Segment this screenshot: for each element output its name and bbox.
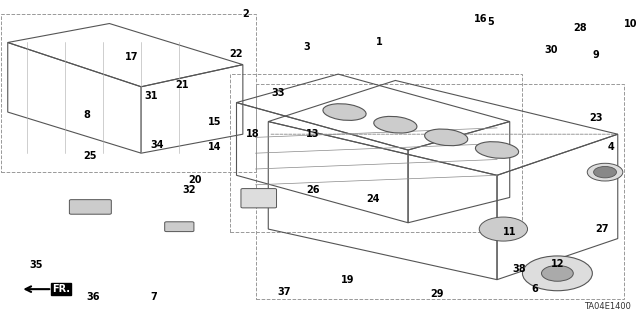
Text: 23: 23	[589, 113, 602, 123]
Circle shape	[479, 217, 527, 241]
Text: 2: 2	[243, 9, 250, 19]
Text: FR.: FR.	[52, 284, 70, 294]
Text: 4: 4	[608, 142, 615, 152]
Text: 30: 30	[544, 45, 558, 56]
Text: 17: 17	[125, 52, 138, 62]
Text: 21: 21	[176, 80, 189, 90]
Text: 26: 26	[306, 184, 319, 195]
Text: 29: 29	[430, 289, 444, 299]
Text: 6: 6	[532, 284, 538, 294]
Text: 24: 24	[366, 194, 380, 204]
Text: 3: 3	[303, 42, 310, 52]
Text: 15: 15	[207, 116, 221, 127]
Text: 11: 11	[503, 227, 516, 237]
Text: FR.: FR.	[52, 284, 70, 294]
Text: 16: 16	[474, 14, 488, 24]
Circle shape	[541, 265, 573, 281]
Ellipse shape	[374, 116, 417, 133]
Text: 14: 14	[207, 142, 221, 152]
Text: 12: 12	[550, 259, 564, 269]
Circle shape	[594, 167, 616, 178]
Text: 20: 20	[188, 175, 202, 185]
Circle shape	[588, 163, 623, 181]
Text: 7: 7	[150, 292, 157, 302]
Text: 9: 9	[592, 50, 599, 60]
Text: 19: 19	[341, 275, 355, 285]
FancyBboxPatch shape	[69, 200, 111, 214]
Text: 36: 36	[87, 292, 100, 302]
Text: 25: 25	[84, 151, 97, 161]
Text: 28: 28	[573, 23, 586, 33]
FancyBboxPatch shape	[164, 222, 194, 232]
Text: 34: 34	[150, 140, 164, 150]
Text: 31: 31	[144, 91, 157, 101]
Text: 22: 22	[230, 48, 243, 59]
Text: 27: 27	[595, 224, 609, 234]
Text: 5: 5	[487, 17, 494, 27]
Text: 8: 8	[84, 110, 91, 120]
Text: 32: 32	[182, 184, 196, 195]
FancyBboxPatch shape	[241, 189, 276, 208]
Text: 37: 37	[277, 287, 291, 297]
Text: 35: 35	[29, 260, 43, 271]
Text: 18: 18	[246, 129, 259, 139]
Ellipse shape	[476, 142, 518, 158]
Text: 38: 38	[513, 263, 526, 274]
Ellipse shape	[323, 104, 366, 120]
Text: 10: 10	[624, 19, 637, 28]
Ellipse shape	[424, 129, 468, 146]
Text: 33: 33	[271, 88, 285, 98]
Text: 13: 13	[306, 129, 319, 139]
Circle shape	[522, 256, 593, 291]
Text: TA04E1400: TA04E1400	[584, 302, 630, 311]
Text: 1: 1	[376, 38, 383, 48]
